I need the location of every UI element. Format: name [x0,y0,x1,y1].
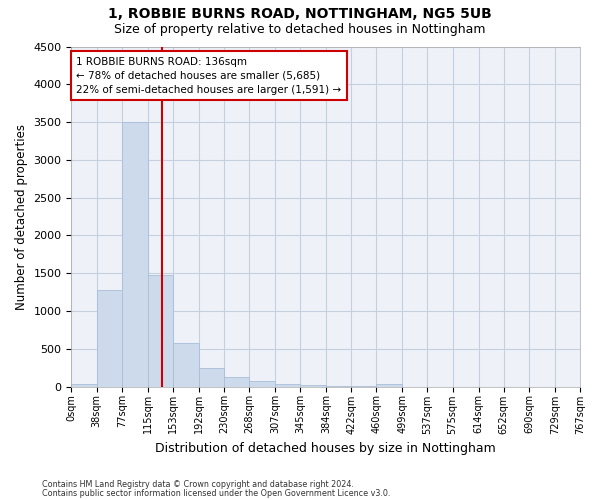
Bar [300,385,326,386]
X-axis label: Distribution of detached houses by size in Nottingham: Distribution of detached houses by size … [155,442,496,455]
Text: Contains HM Land Registry data © Crown copyright and database right 2024.: Contains HM Land Registry data © Crown c… [42,480,354,489]
Bar [173,344,199,386]
Text: 1, ROBBIE BURNS ROAD, NOTTINGHAM, NG5 5UB: 1, ROBBIE BURNS ROAD, NOTTINGHAM, NG5 5U… [108,8,492,22]
Bar [224,376,249,386]
Text: Contains public sector information licensed under the Open Government Licence v3: Contains public sector information licen… [42,488,391,498]
Y-axis label: Number of detached properties: Number of detached properties [15,124,28,310]
Text: Size of property relative to detached houses in Nottingham: Size of property relative to detached ho… [114,22,486,36]
Bar [275,384,300,386]
Bar [249,381,275,386]
Bar [199,368,224,386]
Bar [122,122,148,386]
Bar [148,276,173,386]
Bar [97,290,122,386]
Bar [376,384,402,386]
Text: 1 ROBBIE BURNS ROAD: 136sqm
← 78% of detached houses are smaller (5,685)
22% of : 1 ROBBIE BURNS ROAD: 136sqm ← 78% of det… [76,56,341,94]
Bar [71,384,97,386]
